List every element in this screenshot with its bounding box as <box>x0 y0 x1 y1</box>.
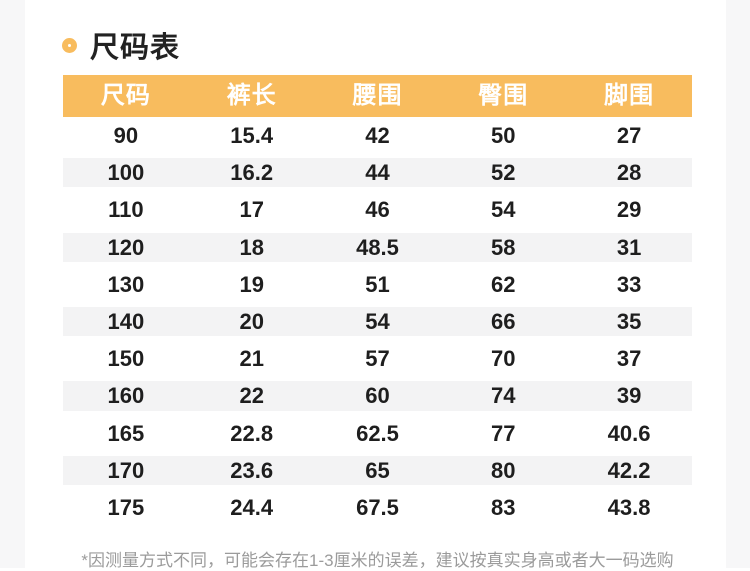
size-cell: 22.8 <box>230 420 274 446</box>
table-row: 100 16.2 44 52 28 <box>63 154 692 192</box>
size-cell: 65 <box>365 457 390 483</box>
size-cell: 37 <box>616 346 642 372</box>
table-row: 170 23.6 65 80 42.2 <box>63 451 692 489</box>
column-header: 脚围 <box>604 82 655 109</box>
size-cell: 165 <box>107 420 145 446</box>
size-cell: 170 <box>107 457 145 483</box>
size-cell: 70 <box>491 346 516 372</box>
size-cell: 77 <box>491 420 516 446</box>
size-cell: 74 <box>491 383 516 409</box>
table-row: 90 15.4 42 50 27 <box>63 117 692 154</box>
ring-icon <box>62 37 77 53</box>
table-row: 165 22.8 62.5 77 40.6 <box>63 415 692 452</box>
size-cell: 35 <box>616 308 642 334</box>
size-cell: 40.6 <box>607 420 651 446</box>
size-cell: 48.5 <box>356 234 399 260</box>
table-row: 120 18 48.5 58 31 <box>63 228 692 266</box>
column-header: 臀围 <box>478 82 529 109</box>
size-cell: 46 <box>365 197 390 223</box>
size-cell: 83 <box>491 494 516 520</box>
section-title-row: 尺码表 <box>62 24 180 66</box>
size-cell: 140 <box>107 308 145 334</box>
page-background-right <box>726 0 750 568</box>
column-header: 尺码 <box>100 82 151 109</box>
table-row: 175 24.4 67.5 83 43.8 <box>63 489 692 526</box>
size-chart-table: 尺码 裤长 腰围 臀围 脚围 90 15.4 42 50 27 100 16.2 44 52 28 110 1… <box>63 75 692 526</box>
size-cell: 80 <box>491 457 516 483</box>
size-cell: 24.4 <box>230 494 274 520</box>
page-title: 尺码表 <box>90 32 181 64</box>
size-cell: 18 <box>239 234 264 260</box>
size-cell: 19 <box>239 271 264 297</box>
table-header-row: 尺码 裤长 腰围 臀围 脚围 <box>63 75 692 117</box>
table-body: 90 15.4 42 50 27 100 16.2 44 52 28 110 17 46 54 29 120 1… <box>63 117 692 526</box>
size-cell: 20 <box>239 308 264 334</box>
size-cell: 31 <box>616 234 642 260</box>
size-cell: 57 <box>365 346 390 372</box>
size-cell: 17 <box>239 197 264 223</box>
size-cell: 16.2 <box>230 160 274 186</box>
table-row: 160 22 60 74 39 <box>63 377 692 415</box>
size-cell: 28 <box>616 160 642 186</box>
table-row: 110 17 46 54 29 <box>63 191 692 228</box>
size-cell: 67.5 <box>356 494 399 520</box>
size-cell: 52 <box>491 160 516 186</box>
size-cell: 120 <box>107 234 145 260</box>
size-cell: 62 <box>491 271 516 297</box>
size-cell: 66 <box>491 308 516 334</box>
size-cell: 42.2 <box>607 457 651 483</box>
size-cell: 58 <box>491 234 516 260</box>
size-cell: 175 <box>107 494 145 520</box>
size-cell: 51 <box>365 271 390 297</box>
page-background-left <box>0 0 25 568</box>
size-cell: 150 <box>107 346 145 372</box>
table-row: 140 20 54 66 35 <box>63 302 692 341</box>
size-cell: 62.5 <box>356 420 399 446</box>
size-cell: 42 <box>365 123 390 148</box>
size-cell: 100 <box>107 160 145 186</box>
table-row: 130 19 51 62 33 <box>63 266 692 303</box>
table-row: 150 21 57 70 37 <box>63 340 692 377</box>
size-cell: 54 <box>365 308 390 334</box>
size-cell: 130 <box>107 271 145 297</box>
size-cell: 22 <box>239 383 264 409</box>
size-cell: 43.8 <box>607 494 651 520</box>
size-cell: 44 <box>365 160 390 186</box>
size-cell: 60 <box>365 383 390 409</box>
size-cell: 50 <box>491 123 516 148</box>
size-cell: 21 <box>239 346 264 372</box>
size-cell: 90 <box>113 123 139 148</box>
size-cell: 54 <box>491 197 516 223</box>
size-cell: 23.6 <box>230 457 274 483</box>
size-cell: 160 <box>107 383 145 409</box>
size-cell: 29 <box>616 197 642 223</box>
column-header: 腰围 <box>352 82 403 109</box>
size-cell: 39 <box>616 383 642 409</box>
size-cell: 33 <box>616 271 642 297</box>
column-header: 裤长 <box>226 82 277 109</box>
size-cell: 15.4 <box>230 123 274 148</box>
size-cell: 110 <box>108 197 144 223</box>
size-cell: 27 <box>616 123 642 148</box>
measurement-disclaimer: *因测量方式不同，可能会存在1-3厘米的误差，建议按真实身高或者大一码选购 <box>81 551 674 570</box>
